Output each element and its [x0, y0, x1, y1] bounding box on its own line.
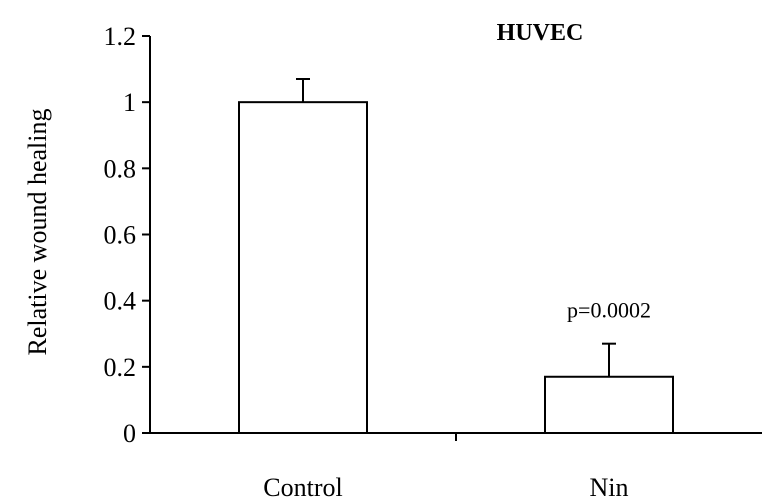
- y-tick-label: 0.4: [104, 287, 137, 316]
- y-tick-label: 0.8: [104, 154, 137, 183]
- y-tick-label: 0.2: [104, 353, 137, 382]
- plot-area: p=0.0002: [238, 78, 674, 435]
- y-tick-label: 1.2: [104, 22, 137, 51]
- y-tick-label: 0: [123, 419, 136, 448]
- bar-nin: [544, 375, 674, 434]
- y-axis-label: Relative wound healing: [23, 109, 52, 356]
- chart-title: HUVEC: [497, 20, 584, 46]
- bar-control: [238, 101, 368, 435]
- y-axis-ticks: 0 0.2 0.4 0.6 0.8 1 1.2: [104, 22, 150, 448]
- x-tick-label: Nin: [590, 473, 629, 502]
- y-tick-label: 1: [123, 88, 136, 117]
- x-axis-ticks: Control Nin: [263, 433, 629, 502]
- p-value-annotation: p=0.0002: [567, 298, 651, 323]
- x-tick-label: Control: [263, 473, 342, 502]
- y-tick-label: 0.6: [104, 221, 137, 250]
